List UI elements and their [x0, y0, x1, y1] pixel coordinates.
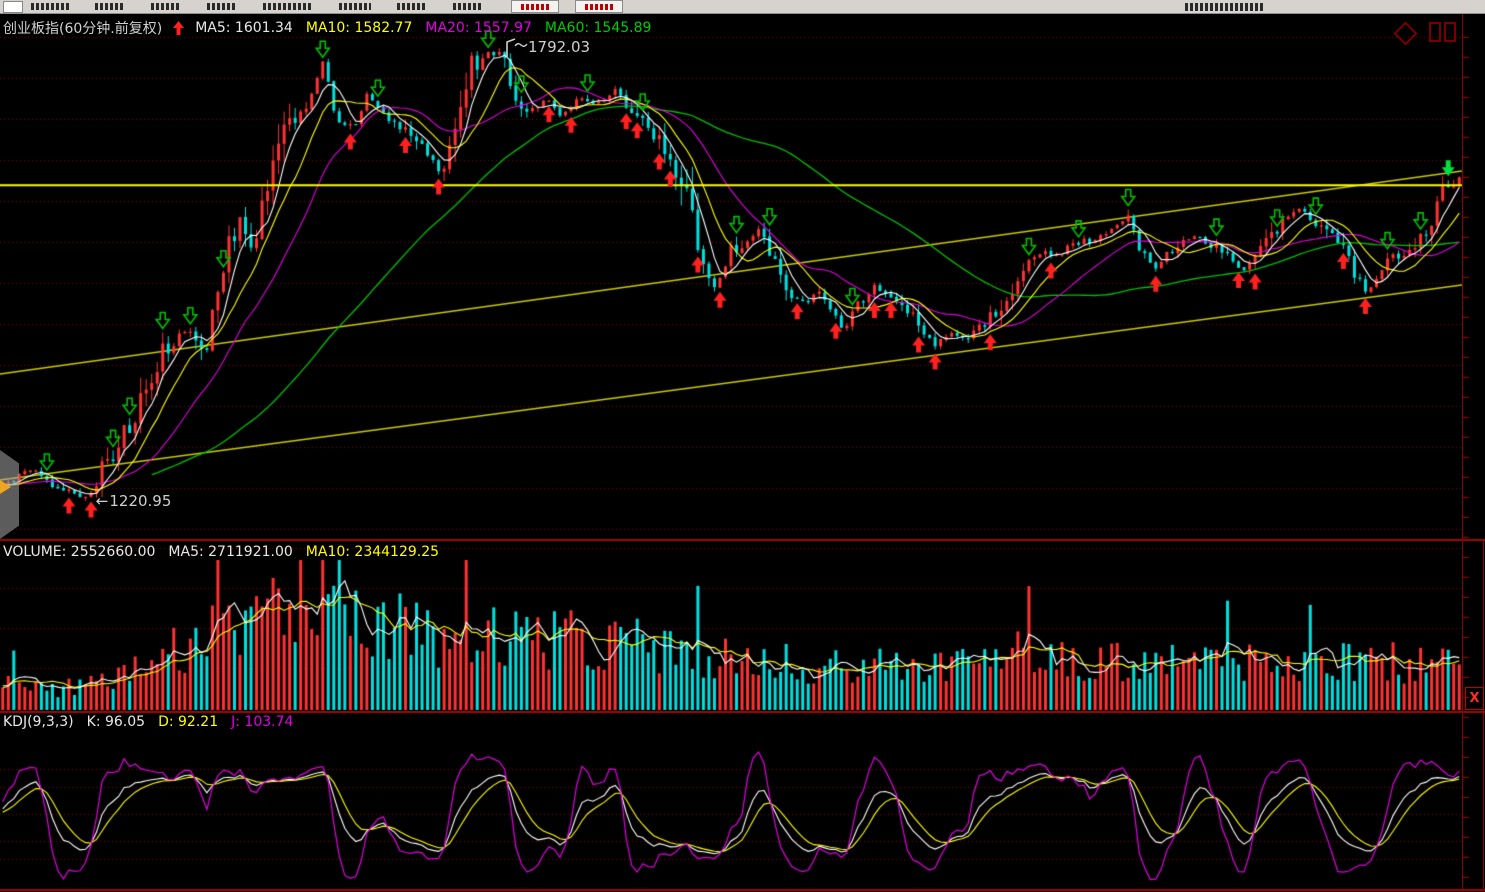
high-price-label: 1792.03 — [504, 36, 590, 58]
toolbar-button-sell[interactable] — [575, 0, 623, 13]
button-label-smudge — [521, 3, 549, 10]
price-axis[interactable] — [1462, 14, 1463, 891]
left-marker-arrow-icon — [0, 480, 11, 494]
volume-ma5-value: MA5: 2711921.00 — [168, 544, 293, 560]
app-logo-icon[interactable] — [3, 0, 23, 13]
toolbar-button-buy[interactable] — [511, 0, 559, 13]
toolbar-menu-item[interactable] — [95, 3, 125, 10]
ma10-value: MA10: 1582.77 — [305, 20, 413, 36]
high-price-text: 1792.03 — [528, 38, 591, 57]
up-arrow-icon — [173, 21, 185, 35]
volume-panel[interactable] — [0, 541, 1462, 711]
scroll-left-overlay[interactable] — [0, 450, 19, 539]
window-pane-icon — [1429, 22, 1441, 42]
toolbar-menu-item[interactable] — [397, 3, 427, 10]
kdj-j-value: J: 103.74 — [231, 714, 294, 730]
toolbar — [0, 0, 1485, 14]
window-pane-icon — [1444, 22, 1456, 42]
ma60-value: MA60: 1545.89 — [544, 20, 652, 36]
left-arrow-icon: ← — [95, 491, 109, 510]
kdj-k-value: K: 96.05 — [86, 714, 146, 730]
kdj-panel[interactable] — [0, 713, 1462, 889]
kdj-d-value: D: 92.21 — [158, 714, 219, 730]
volume-value: VOLUME: 2552660.00 — [3, 544, 156, 560]
low-price-label: ← 1220.95 — [96, 492, 172, 510]
kdj-header: KDJ(9,3,3) K: 96.05 D: 92.21 J: 103.74 — [3, 714, 293, 730]
button-label-smudge — [585, 3, 613, 10]
ma20-value: MA20: 1557.97 — [425, 20, 532, 36]
toolbar-menu-item[interactable] — [151, 3, 181, 10]
volume-close-button[interactable]: X — [1465, 687, 1484, 710]
panel-separator — [0, 711, 1485, 713]
low-price-text: 1220.95 — [109, 491, 172, 510]
toolbar-menu-item[interactable] — [207, 3, 237, 10]
ma5-value: MA5: 1601.34 — [195, 20, 293, 36]
toolbar-menu-item[interactable] — [263, 3, 313, 10]
window-icon[interactable] — [1429, 22, 1456, 42]
toolbar-menu-item[interactable] — [453, 3, 483, 10]
toolbar-menu-item[interactable] — [31, 3, 69, 10]
main-chart-header: 创业板指(60分钟.前复权) MA5: 1601.34 MA10: 1582.7… — [3, 18, 651, 38]
right-border — [1483, 541, 1484, 891]
instrument-title: 创业板指(60分钟.前复权) — [3, 21, 163, 37]
panel-separator — [0, 539, 1485, 541]
volume-header: VOLUME: 2552660.00 MA5: 2711921.00 MA10:… — [3, 544, 439, 560]
toolbar-right-info — [1185, 2, 1263, 11]
high-pointer-icon — [506, 38, 528, 58]
main-chart-panel[interactable] — [0, 14, 1462, 539]
panel-separator — [0, 889, 1485, 891]
kdj-title: KDJ(9,3,3) — [3, 714, 74, 730]
volume-ma10-value: MA10: 2344129.25 — [305, 544, 440, 560]
toolbar-menu-item[interactable] — [339, 3, 371, 10]
